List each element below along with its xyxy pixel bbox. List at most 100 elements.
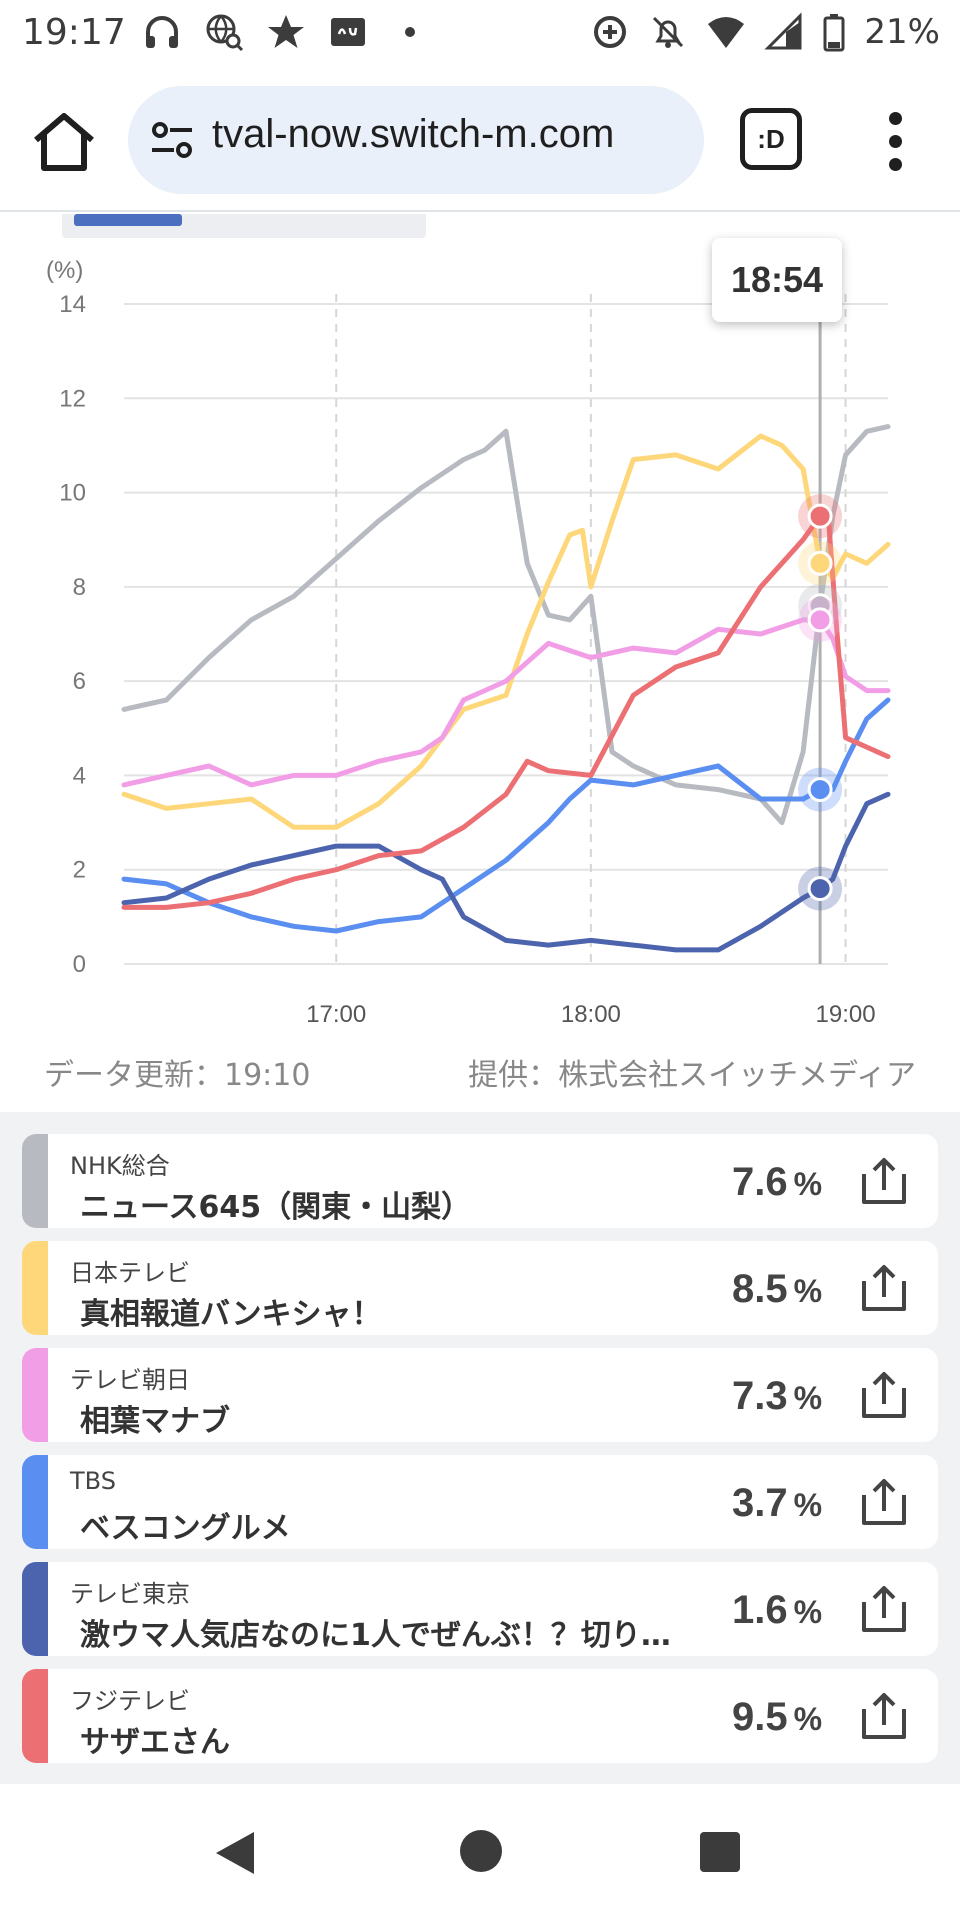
rating-unit: % [793,1594,823,1630]
share-icon[interactable] [860,1584,908,1634]
data-provider-text: 提供：株式会社スイッチメディア [468,1058,916,1093]
y-unit-label: (%) [46,257,83,284]
rating-value-group: 1.6% [732,1588,822,1633]
system-nav-bar [0,1784,960,1920]
y-tick-label: 8 [73,574,86,601]
share-icon[interactable] [860,1691,908,1741]
y-tick-label: 6 [73,668,86,695]
channel-color-bar [22,1562,48,1656]
channel-color-bar [22,1669,48,1763]
series-line [121,791,891,953]
url-text[interactable]: tval-now.switch-m.com [212,112,615,156]
rating-unit: % [793,1487,823,1523]
rating-unit: % [793,1701,823,1737]
rating-unit: % [793,1380,823,1416]
site-settings-icon[interactable] [148,116,196,164]
cursor-marker [807,503,833,529]
channel-name: NHK総合 [70,1152,170,1180]
cursor-marker [807,550,833,576]
x-tick-label: 19:00 [816,1001,876,1028]
globe-search-icon [204,12,244,52]
rating-value-group: 3.7% [732,1481,822,1526]
channel-card[interactable]: テレビ朝日 相葉マナブ 7.3% [22,1348,938,1442]
program-title: ベスコングルメ [80,1511,291,1546]
headphones-icon [142,12,182,52]
silent-icon [648,12,688,52]
cursor-marker [807,607,833,633]
channel-card[interactable]: 日本テレビ 真相報道バンキシャ！ 8.5% [22,1241,938,1335]
program-title: 相葉マナブ [80,1404,230,1439]
x-tick-label: 17:00 [306,1001,366,1028]
channel-name: フジテレビ [70,1687,190,1715]
channel-name: テレビ東京 [70,1580,190,1608]
cursor-marker [807,777,833,803]
series-line [121,424,891,826]
channel-card[interactable]: TBS ベスコングルメ 3.7% [22,1455,938,1549]
y-tick-label: 10 [59,480,86,507]
y-tick-label: 14 [59,291,86,318]
home-icon[interactable] [28,106,100,178]
series-line [121,617,891,788]
series-line [121,513,891,910]
star-icon [266,12,306,52]
status-time: 19:17 [22,12,126,53]
rating-value-group: 7.3% [732,1374,822,1419]
share-icon[interactable] [860,1156,908,1206]
chart-area: (%) 0 2 4 6 8 10 12 14 17:00 18:00 19:00 18:54 デー… [0,214,960,1094]
channel-card[interactable]: フジテレビ サザエさん 9.5% [22,1669,938,1763]
rating-value-group: 9.5% [732,1695,822,1740]
cursor-time-tooltip: 18:54 [712,238,842,322]
recents-icon[interactable] [700,1832,740,1872]
rating-value: 8.5 [732,1267,788,1311]
address-bar[interactable]: tval-now.switch-m.com [128,86,704,194]
program-title: ニュース645（関東・山梨） [80,1190,472,1225]
program-title: 激ウマ人気店なのに1人でぜんぶ！？切り… [80,1618,671,1653]
y-tick-label: 0 [73,951,86,978]
rating-value: 7.3 [732,1374,788,1418]
rating-value: 3.7 [732,1481,788,1525]
rating-unit: % [793,1273,823,1309]
x-tick-label: 18:00 [561,1001,621,1028]
signal-icon [764,12,804,52]
ratings-chart: (%) 0 2 4 6 8 10 12 14 17:00 18:00 19:00 [46,214,891,1028]
status-bar: 19:17 21% [0,0,960,66]
share-icon[interactable] [860,1263,908,1313]
channel-color-bar [22,1241,48,1335]
browser-toolbar: tval-now.switch-m.com :D [0,70,960,212]
rating-value: 7.6 [732,1160,788,1204]
cursor-markers [798,494,843,911]
share-icon[interactable] [860,1477,908,1527]
cursor-marker [807,876,833,902]
rating-value-group: 7.6% [732,1160,822,1205]
back-icon[interactable] [210,1828,260,1878]
rating-value: 9.5 [732,1695,788,1739]
channel-color-bar [22,1455,48,1549]
channel-card[interactable]: NHK総合 ニュース645（関東・山梨） 7.6% [22,1134,938,1228]
channel-name: 日本テレビ [70,1259,190,1287]
home-circle-icon[interactable] [460,1830,502,1872]
program-title: 真相報道バンキシャ！ [80,1297,382,1332]
share-icon[interactable] [860,1370,908,1420]
tab-switcher-button[interactable]: :D [740,108,802,170]
y-tick-label: 2 [73,857,86,884]
more-menu-icon[interactable] [876,112,916,172]
channel-color-bar [22,1134,48,1228]
au-app-icon [328,12,368,52]
y-axis-ticks: 0 2 4 6 8 10 12 14 [59,291,86,978]
rating-value-group: 8.5% [732,1267,822,1312]
status-left-icons [142,10,430,54]
y-tick-label: 12 [59,385,86,412]
battery-percentage: 21% [864,12,940,52]
status-right-icons: 21% [590,10,940,54]
channel-color-bar [22,1348,48,1442]
data-updated-text: データ更新：19:10 [44,1058,311,1093]
x-axis-ticks: 17:00 18:00 19:00 [306,1001,875,1028]
channel-card[interactable]: テレビ東京 激ウマ人気店なのに1人でぜんぶ！？切り… 1.6% [22,1562,938,1656]
battery-icon [822,12,846,52]
wifi-icon [706,12,746,52]
rating-value: 1.6 [732,1588,788,1632]
channel-name: TBS [70,1467,116,1495]
channel-list: NHK総合 ニュース645（関東・山梨） 7.6% 日本テレビ 真相報道バンキシ… [0,1112,960,1784]
dot-icon [390,12,430,52]
channel-name: テレビ朝日 [70,1366,190,1394]
